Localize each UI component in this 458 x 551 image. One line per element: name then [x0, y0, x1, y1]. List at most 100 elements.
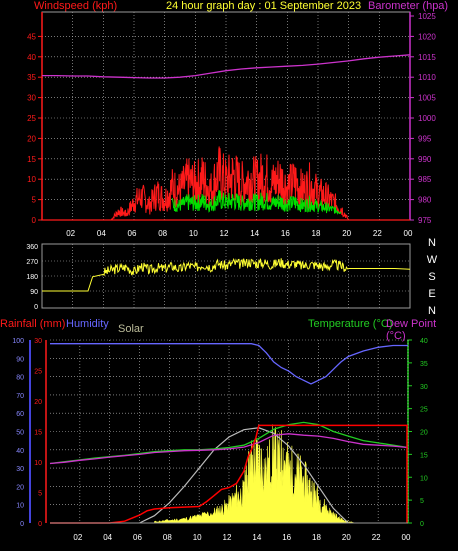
windspeed-tick-label: 25 — [27, 114, 36, 123]
humidity-tick-label: 70 — [16, 393, 24, 400]
panel1-x-tick-label: 02 — [66, 229, 75, 238]
humidity-tick-label: 100 — [12, 338, 24, 345]
humidity-tick-label: 80 — [16, 375, 24, 382]
rain-tick-label: 10 — [34, 460, 42, 467]
direction-tick-label: 360 — [26, 244, 38, 251]
humidity-tick-label: 60 — [16, 411, 24, 418]
panel3-x-tick-label: 00 — [402, 533, 411, 542]
solar-theoretical-line — [139, 427, 349, 524]
panel1-x-tick-label: 06 — [128, 229, 137, 238]
temperature-legend: Temperature (°C) — [308, 318, 393, 330]
rain-tick-label: 20 — [34, 399, 42, 406]
panel3-x-tick-label: 20 — [342, 533, 351, 542]
panel3-x-tick-label: 10 — [193, 533, 202, 542]
temperature-tick-label: 5 — [420, 498, 424, 505]
direction-panel-frame — [41, 243, 411, 309]
rain-tick-label: 30 — [34, 338, 42, 345]
barometer-tick-label: 1005 — [418, 94, 436, 103]
direction-tick-label: 90 — [30, 289, 38, 296]
panel1-x-tick-label: 10 — [189, 229, 198, 238]
rain-tick-label: 5 — [38, 491, 42, 498]
rainfall-legend: Rainfall (mm) — [0, 318, 66, 330]
barometer-tick-label: 1025 — [418, 12, 436, 21]
wind-average-line — [171, 190, 342, 216]
temperature-tick-label: 0 — [420, 521, 424, 528]
barometer-tick-label: 1010 — [418, 73, 436, 82]
humidity-tick-label: 40 — [16, 448, 24, 455]
windspeed-label: Windspeed (kph) — [34, 0, 118, 12]
panel1-x-tick-label: 04 — [97, 229, 106, 238]
windspeed-tick-label: 45 — [27, 32, 36, 41]
humidity-tick-label: 30 — [16, 466, 24, 473]
panel1-x-tick-label: 12 — [220, 229, 229, 238]
barometer-tick-label: 980 — [418, 196, 432, 205]
page-title: 24 hour graph day : 01 September 2023 — [166, 0, 362, 12]
rain-tick-label: 0 — [38, 521, 42, 528]
humidity-legend: Humidity — [66, 318, 109, 330]
humidity-tick-label: 10 — [16, 503, 24, 510]
windspeed-tick-label: 30 — [27, 94, 36, 103]
windspeed-panel-frame — [41, 11, 411, 221]
temperature-tick-label: 20 — [420, 430, 428, 437]
rainfall-line — [50, 424, 408, 524]
panel1-x-tick-label: 18 — [312, 229, 321, 238]
barometer-tick-label: 995 — [418, 134, 432, 143]
windspeed-tick-label: 5 — [32, 196, 37, 205]
temperature-tick-label: 40 — [420, 338, 428, 345]
direction-tick-label: 270 — [26, 259, 38, 266]
panel3-x-tick-label: 08 — [163, 533, 172, 542]
solar-area — [154, 424, 356, 524]
panel3-x-tick-label: 16 — [282, 533, 291, 542]
panel3-x-tick-label: 22 — [372, 533, 381, 542]
wind-direction-line — [42, 257, 411, 292]
dewpoint-line — [49, 433, 409, 465]
barometer-tick-label: 985 — [418, 175, 432, 184]
compass-label: W — [427, 254, 438, 266]
panel3-x-tick-label: 02 — [73, 533, 82, 542]
compass-label: S — [428, 271, 435, 283]
humidity-tick-label: 20 — [16, 484, 24, 491]
panel1-x-tick-label: 08 — [158, 229, 167, 238]
barometer-tick-label: 990 — [418, 155, 432, 164]
windspeed-tick-label: 35 — [27, 73, 36, 82]
barometer-label: Barometer (hpa) — [368, 0, 449, 12]
compass-label: N — [428, 305, 436, 317]
barometer-tick-label: 975 — [418, 216, 432, 225]
humidity-tick-label: 50 — [16, 430, 24, 437]
temperature-tick-label: 30 — [420, 384, 428, 391]
panel1-x-tick-label: 22 — [373, 229, 382, 238]
temperature-tick-label: 10 — [420, 475, 428, 482]
panel3-x-tick-label: 14 — [252, 533, 261, 542]
direction-tick-label: 0 — [34, 304, 38, 311]
direction-tick-label: 180 — [26, 274, 38, 281]
windspeed-tick-label: 0 — [32, 216, 37, 225]
temperature-tick-label: 15 — [420, 452, 428, 459]
panel1-x-tick-label: 14 — [250, 229, 259, 238]
barometer-tick-label: 1015 — [418, 53, 436, 62]
windspeed-line — [42, 146, 410, 221]
rain-tick-label: 15 — [34, 430, 42, 437]
humidity-line — [50, 343, 408, 385]
rain-tick-label: 25 — [34, 369, 42, 376]
panel1-x-tick-label: 00 — [404, 229, 413, 238]
temperature-tick-label: 25 — [420, 407, 428, 414]
dewpoint-legend: Dew Point (°C) — [386, 318, 437, 342]
humidity-tick-label: 0 — [20, 521, 24, 528]
compass-label: E — [428, 288, 435, 300]
panel1-x-tick-label: 16 — [281, 229, 290, 238]
barometer-tick-label: 1000 — [418, 114, 436, 123]
panel3-x-tick-label: 18 — [312, 533, 321, 542]
windspeed-tick-label: 20 — [27, 134, 36, 143]
windspeed-tick-label: 10 — [27, 175, 36, 184]
barometer-line — [42, 54, 411, 79]
compass-label: N — [428, 237, 436, 249]
panel3-x-tick-label: 06 — [133, 533, 142, 542]
panel3-x-tick-label: 12 — [223, 533, 232, 542]
solar-legend: Solar — [118, 323, 144, 335]
temperature-tick-label: 35 — [420, 361, 428, 368]
windspeed-tick-label: 40 — [27, 53, 36, 62]
panel1-x-tick-label: 20 — [342, 229, 351, 238]
panel3-x-tick-label: 04 — [103, 533, 112, 542]
